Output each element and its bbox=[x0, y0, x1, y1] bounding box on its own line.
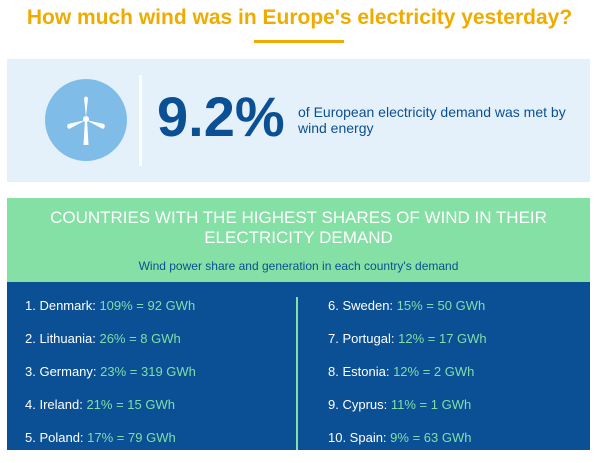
country-value: 12% = 17 GWh bbox=[398, 331, 487, 346]
ranking-header: COUNTRIES WITH THE HIGHEST SHARES OF WIN… bbox=[7, 198, 590, 282]
list-item: 10. Spain: 9% = 63 GWh bbox=[328, 430, 487, 463]
list-item: 1. Denmark: 109% = 92 GWh bbox=[25, 298, 196, 331]
list-item: 6. Sweden: 15% = 50 GWh bbox=[328, 298, 487, 331]
page-title: How much wind was in Europe's electricit… bbox=[26, 6, 573, 29]
ranking-column-right: 6. Sweden: 15% = 50 GWh 7. Portugal: 12%… bbox=[328, 298, 487, 463]
list-item: 8. Estonia: 12% = 2 GWh bbox=[328, 364, 487, 397]
country-name: 9. Cyprus: bbox=[328, 397, 388, 412]
list-item: 3. Germany: 23% = 319 GWh bbox=[25, 364, 196, 397]
country-name: 10. Spain: bbox=[328, 430, 387, 445]
country-name: 7. Portugal: bbox=[328, 331, 395, 346]
country-value: 9% = 63 GWh bbox=[390, 430, 472, 445]
country-name: 5. Poland: bbox=[25, 430, 84, 445]
ranking-title: COUNTRIES WITH THE HIGHEST SHARES OF WIN… bbox=[50, 208, 547, 247]
ranking-column-left: 1. Denmark: 109% = 92 GWh 2. Lithuania: … bbox=[25, 298, 196, 463]
summary-divider bbox=[139, 75, 142, 166]
country-name: 3. Germany: bbox=[25, 364, 97, 379]
wind-share-description: of European electricity demand was met b… bbox=[298, 104, 566, 136]
list-item: 4. Ireland: 21% = 15 GWh bbox=[25, 397, 196, 430]
ranking-list: 1. Denmark: 109% = 92 GWh 2. Lithuania: … bbox=[7, 282, 590, 450]
country-value: 11% = 1 GWh bbox=[390, 397, 472, 412]
country-name: 8. Estonia: bbox=[328, 364, 390, 379]
list-item: 5. Poland: 17% = 79 GWh bbox=[25, 430, 196, 463]
summary-panel: 9.2% of European electricity demand was … bbox=[7, 59, 590, 182]
country-value: 12% = 2 GWh bbox=[393, 364, 475, 379]
column-divider bbox=[296, 297, 298, 450]
country-name: 4. Ireland: bbox=[25, 397, 83, 412]
country-value: 23% = 319 GWh bbox=[100, 364, 196, 379]
ranking-subtitle: Wind power share and generation in each … bbox=[138, 259, 459, 273]
country-name: 2. Lithuania: bbox=[25, 331, 96, 346]
list-item: 7. Portugal: 12% = 17 GWh bbox=[328, 331, 487, 364]
list-item: 9. Cyprus: 11% = 1 GWh bbox=[328, 397, 487, 430]
wind-turbine-icon bbox=[45, 79, 127, 161]
country-name: 1. Denmark: bbox=[25, 298, 96, 313]
country-value: 17% = 79 GWh bbox=[87, 430, 176, 445]
country-value: 15% = 50 GWh bbox=[396, 298, 486, 313]
country-name: 6. Sweden: bbox=[328, 298, 394, 313]
list-item: 2. Lithuania: 26% = 8 GWh bbox=[25, 331, 196, 364]
wind-share-percent: 9.2% bbox=[157, 85, 285, 148]
country-value: 21% = 15 GWh bbox=[86, 397, 175, 412]
title-underline bbox=[254, 40, 344, 43]
country-value: 26% = 8 GWh bbox=[99, 331, 181, 346]
country-value: 109% = 92 GWh bbox=[99, 298, 196, 313]
